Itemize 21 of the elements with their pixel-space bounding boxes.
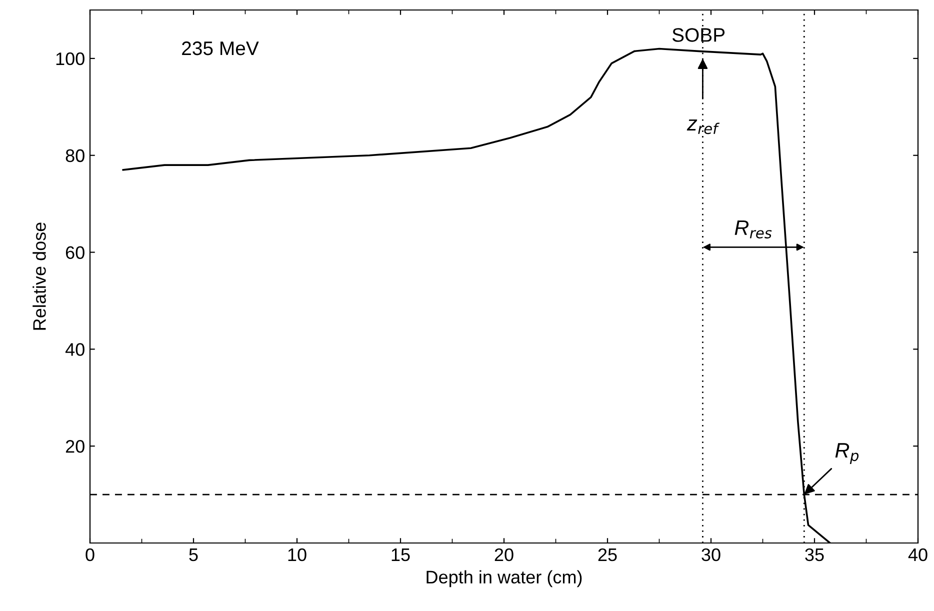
x-axis-title: Depth in water (cm) — [426, 570, 582, 588]
annotation: R$_{p}$ — [835, 443, 859, 464]
x-tick-label: 30 — [702, 548, 720, 562]
annotation: 235 MeV — [182, 41, 259, 56]
x-tick-label: 0 — [86, 548, 94, 562]
x-tick-label: 25 — [598, 548, 617, 562]
y-axis-title: Relative dose — [32, 222, 46, 330]
x-tick-label: 15 — [392, 548, 410, 562]
x-tick-label: 40 — [908, 548, 928, 562]
y-tick-label: 20 — [66, 440, 84, 453]
annotation: z$_{ref}$ — [686, 119, 720, 134]
x-tick-label: 20 — [494, 548, 514, 562]
x-tick-label: 10 — [288, 548, 306, 562]
x-tick-label: 35 — [805, 548, 824, 562]
y-tick-label: 80 — [66, 149, 84, 162]
y-tick-label: 100 — [56, 52, 84, 66]
annotation: SOBP — [672, 28, 725, 42]
x-tick-label: 5 — [189, 548, 198, 562]
y-tick-label: 40 — [65, 343, 84, 356]
y-tick-label: 60 — [66, 246, 84, 259]
annotation: R$_{res}$ — [734, 220, 772, 238]
